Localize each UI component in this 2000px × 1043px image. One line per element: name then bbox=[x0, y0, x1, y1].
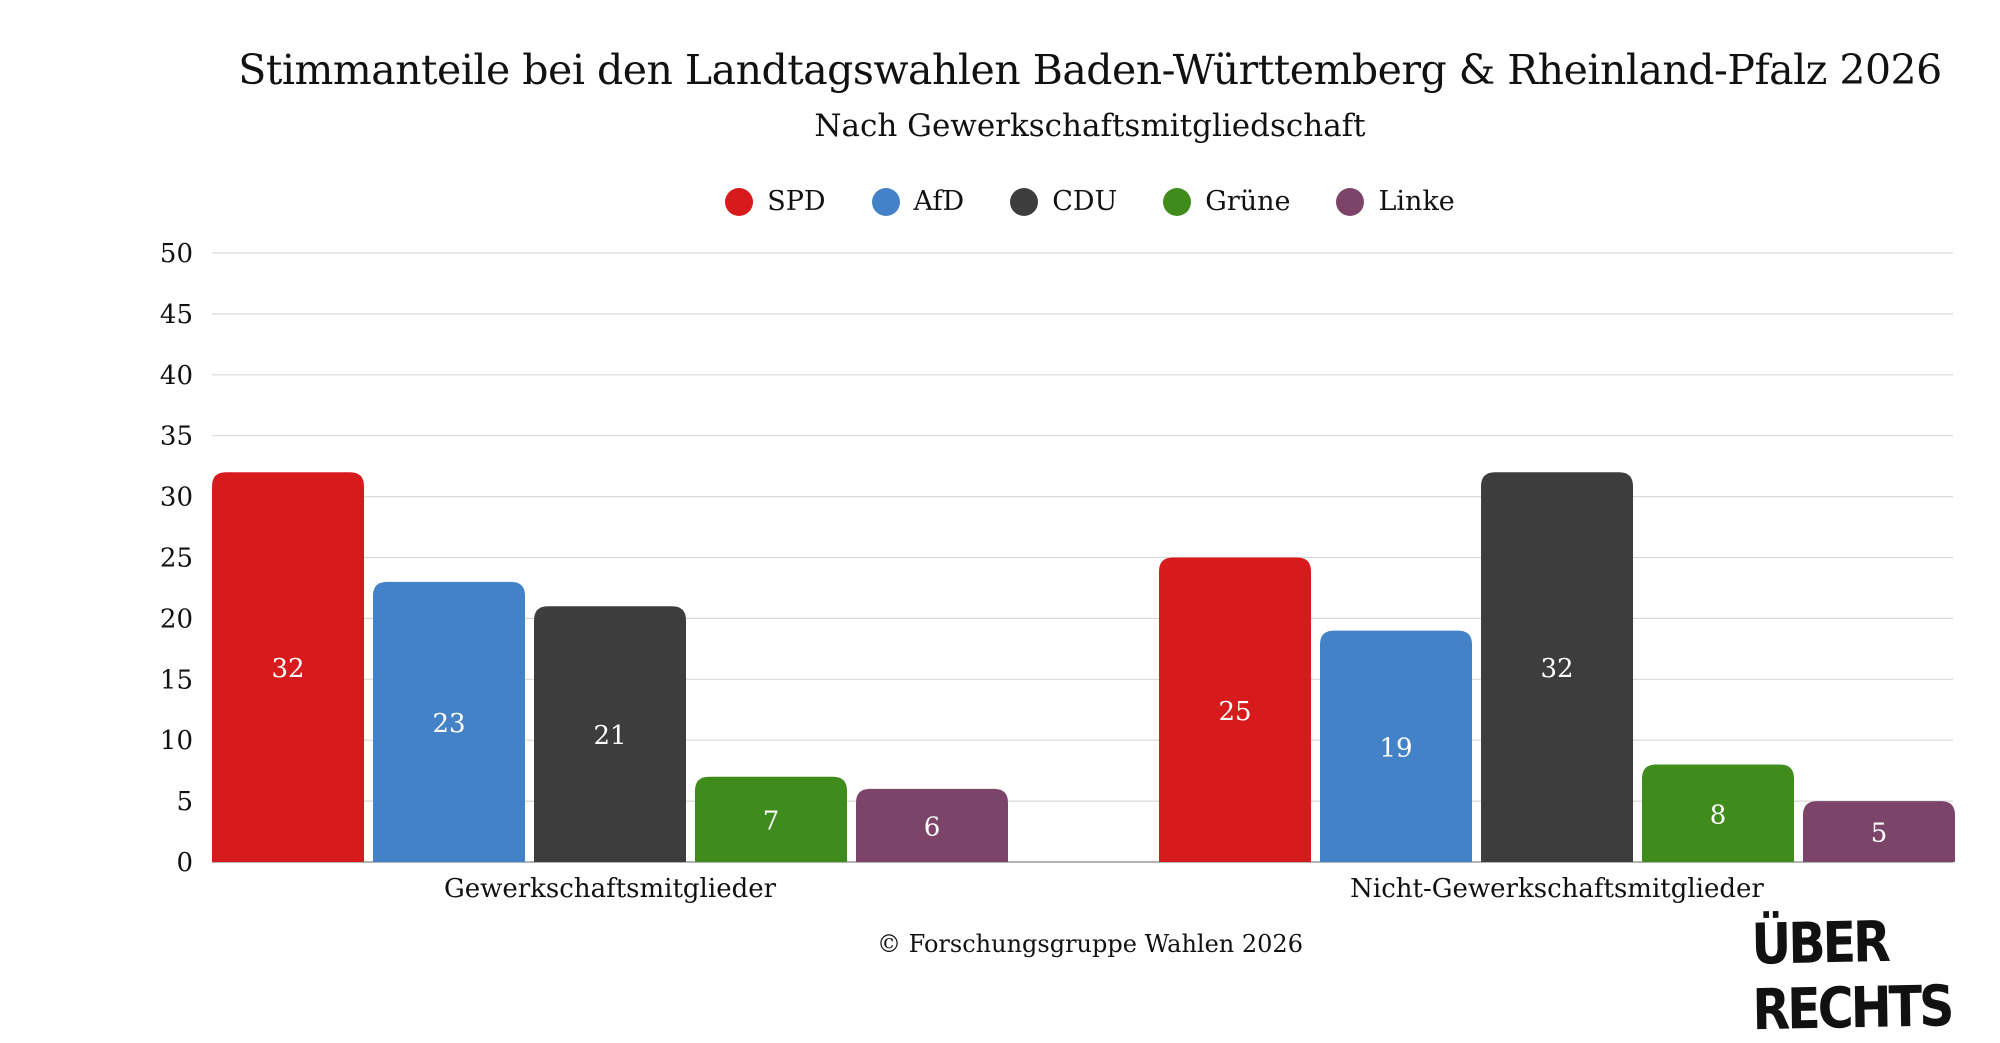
bar-spd-2 bbox=[1159, 557, 1311, 862]
legend: SPD AfD CDU Grüne Linke bbox=[0, 186, 2000, 217]
legend-swatch-spd bbox=[725, 187, 754, 216]
y-tick-label-25: 25 bbox=[160, 544, 193, 574]
data-label-spd-1: 32 bbox=[271, 654, 304, 684]
y-tick-label-40: 40 bbox=[160, 361, 193, 391]
x-category-label-2: Nicht-Gewerkschaftsmitglieder bbox=[1350, 874, 1764, 904]
bar-cdu-2 bbox=[1481, 472, 1633, 862]
legend-swatch-gruene bbox=[1163, 187, 1192, 216]
y-tick-label-5: 5 bbox=[176, 787, 193, 817]
y-tick-label-50: 50 bbox=[160, 239, 193, 269]
legend-label-cdu: CDU bbox=[1052, 186, 1118, 217]
footer-credit: © Forschungsgruppe Wahlen 2026 bbox=[877, 930, 1303, 958]
data-label-cdu-2: 32 bbox=[1540, 654, 1573, 684]
legend-label-gruene: Grüne bbox=[1205, 186, 1291, 217]
bar-gruene-2 bbox=[1642, 764, 1794, 862]
bar-chart: 0 5 10 15 20 25 30 35 40 45 50 32 23 21 7 6 Gewerkschaft… bbox=[160, 239, 1955, 904]
bar-cdu-1 bbox=[534, 606, 686, 862]
brand-logo: ÜBER RECHTS bbox=[1751, 909, 1952, 1043]
data-label-afd-1: 23 bbox=[432, 709, 465, 739]
legend-item-gruene: Grüne bbox=[1163, 186, 1290, 217]
legend-item-spd: SPD bbox=[725, 186, 826, 217]
data-label-gruene-1: 7 bbox=[763, 806, 780, 836]
chart-subtitle: Nach Gewerkschaftsmitgliedschaft bbox=[814, 108, 1366, 144]
chart-title: Stimmanteile bei den Landtagswahlen Bade… bbox=[238, 46, 1942, 94]
data-label-gruene-2: 8 bbox=[1710, 800, 1727, 830]
legend-item-cdu: CDU bbox=[1010, 186, 1117, 217]
legend-item-linke: Linke bbox=[1336, 186, 1455, 217]
y-tick-label-35: 35 bbox=[160, 422, 193, 452]
y-tick-label-45: 45 bbox=[160, 300, 193, 330]
data-label-cdu-1: 21 bbox=[593, 721, 626, 751]
bar-linke-2 bbox=[1803, 801, 1955, 862]
y-tick-label-0: 0 bbox=[176, 848, 193, 878]
legend-label-spd: SPD bbox=[767, 186, 826, 217]
y-tick-label-20: 20 bbox=[160, 604, 193, 634]
y-tick-label-15: 15 bbox=[160, 665, 193, 695]
legend-label-linke: Linke bbox=[1378, 186, 1455, 217]
y-tick-label-10: 10 bbox=[160, 726, 193, 756]
data-label-afd-2: 19 bbox=[1379, 733, 1412, 763]
legend-swatch-linke bbox=[1336, 187, 1365, 216]
data-label-linke-1: 6 bbox=[924, 812, 941, 842]
legend-label-afd: AfD bbox=[913, 186, 965, 217]
bar-linke-1 bbox=[856, 788, 1008, 862]
data-label-linke-2: 5 bbox=[1871, 819, 1888, 849]
bar-afd-2 bbox=[1320, 630, 1472, 862]
bar-spd-1 bbox=[212, 472, 364, 862]
data-label-spd-2: 25 bbox=[1218, 697, 1251, 727]
bar-gruene-1 bbox=[695, 776, 847, 862]
x-category-label-1: Gewerkschaftsmitglieder bbox=[444, 874, 777, 904]
legend-swatch-afd bbox=[871, 187, 900, 216]
legend-swatch-cdu bbox=[1010, 187, 1039, 216]
bar-afd-1 bbox=[373, 581, 525, 862]
y-tick-label-30: 30 bbox=[160, 483, 193, 513]
legend-item-afd: AfD bbox=[871, 186, 965, 217]
